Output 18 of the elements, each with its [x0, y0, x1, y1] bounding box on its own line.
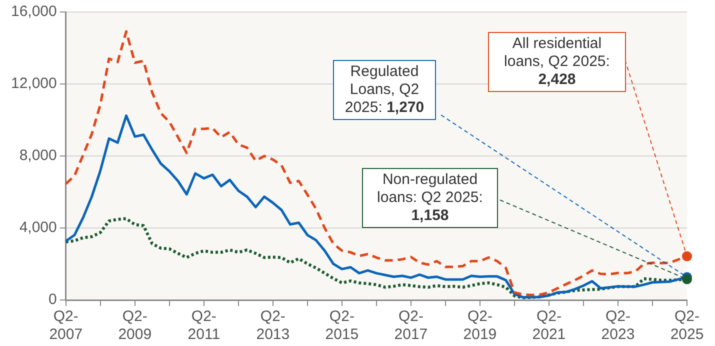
- x-tick-label: Q2-2019: [463, 308, 497, 344]
- x-tick-label: Q2-2007: [49, 308, 83, 344]
- annotation: All residential loans, Q2 2025: 2,428: [504, 35, 610, 88]
- x-tick-label: Q2-2025: [670, 308, 704, 344]
- y-tick-label: 0: [48, 291, 57, 308]
- x-tick-label: Q2-2023: [601, 308, 635, 344]
- x-tick-label: Q2-2011: [188, 308, 220, 344]
- x-tick-label: Q2-2015: [325, 308, 359, 344]
- y-tick-label: 4,000: [19, 219, 57, 236]
- y-tick-label: 8,000: [19, 147, 57, 164]
- x-tick-label: Q2-2017: [394, 308, 428, 344]
- annotation: Non-regulated loans: Q2 2025: 1,158: [377, 171, 483, 224]
- y-tick-label: 12,000: [10, 75, 57, 92]
- x-tick-label: Q2-2021: [532, 308, 566, 344]
- annotation: Regulated Loans, Q2 2025: 1,270: [344, 63, 424, 116]
- x-tick-label: Q2-2013: [256, 308, 290, 344]
- x-tick-label: Q2-2009: [118, 308, 152, 344]
- y-tick-label: 16,000: [10, 3, 57, 20]
